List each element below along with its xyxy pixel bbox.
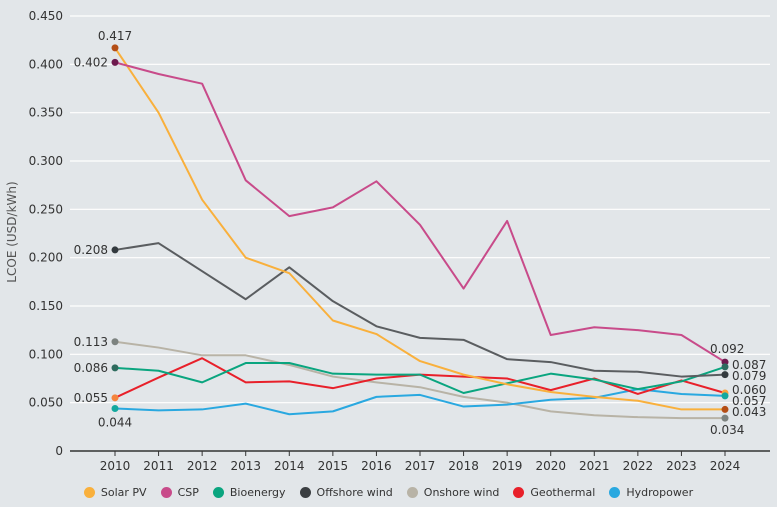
legend-dot-icon xyxy=(609,487,621,498)
x-tick-label: 2018 xyxy=(448,459,479,473)
series-line-solar-pv xyxy=(114,47,725,411)
start-label-hydropower: 0.044 xyxy=(98,415,132,429)
end-point-hydropower xyxy=(721,392,729,400)
x-tick-label: 2016 xyxy=(361,459,392,473)
x-tick-label: 2020 xyxy=(535,459,566,473)
y-tick-label: 0.050 xyxy=(29,396,63,410)
y-tick-label: 0.200 xyxy=(29,251,63,265)
legend-dot-icon xyxy=(299,487,311,498)
start-point-csp xyxy=(111,58,119,66)
x-tick-label: 2012 xyxy=(187,459,218,473)
legend-label: Geothermal xyxy=(530,486,596,499)
x-tick-label: 2024 xyxy=(710,459,741,473)
lcoe-line-chart: 0 0.050 0.100 0.150 0.200 0.250 0.300 0.350 0.40… xyxy=(5,9,770,473)
series-line-geothermal xyxy=(114,357,726,399)
x-tick-label: 2010 xyxy=(100,459,131,473)
legend-label: CSP xyxy=(177,486,199,499)
end-label-solar-pv: 0.043 xyxy=(732,405,766,419)
y-tick-label: 0.450 xyxy=(29,9,63,23)
x-tick-label: 2013 xyxy=(230,459,261,473)
start-point-offshore-wind xyxy=(111,246,119,254)
legend-dot-icon xyxy=(212,487,224,498)
start-label-onshore-wind: 0.113 xyxy=(74,335,108,349)
y-tick-label: 0.250 xyxy=(29,202,63,216)
x-tick-label: 2021 xyxy=(579,459,610,473)
start-label-csp: 0.402 xyxy=(74,55,108,69)
legend: Solar PV CSP Bioenergy Offshore wind Ons… xyxy=(0,486,777,499)
start-label-geothermal: 0.055 xyxy=(74,391,108,405)
legend-item-onshore-wind[interactable]: Onshore wind xyxy=(406,486,500,499)
legend-dot-icon xyxy=(83,487,95,498)
legend-dot-icon xyxy=(406,487,418,498)
legend-label: Hydropower xyxy=(626,486,694,499)
y-tick-label: 0.300 xyxy=(29,154,63,168)
x-tick-label: 2023 xyxy=(666,459,697,473)
series-lines xyxy=(111,44,729,422)
end-point-solar-pv xyxy=(721,405,729,413)
legend-label: Solar PV xyxy=(100,486,147,499)
x-tick-label: 2019 xyxy=(492,459,523,473)
x-tick-label: 2014 xyxy=(274,459,305,473)
end-label-offshore-wind: 0.079 xyxy=(732,369,766,383)
start-point-bioenergy xyxy=(111,364,119,372)
legend-item-offshore-wind[interactable]: Offshore wind xyxy=(299,486,393,499)
start-point-solar-pv xyxy=(111,44,119,52)
x-tick-label: 2017 xyxy=(405,459,436,473)
series-line-offshore-wind xyxy=(114,242,726,378)
end-point-csp xyxy=(721,358,729,366)
legend-dot-icon xyxy=(513,487,525,498)
end-label-bioenergy: 0.087 xyxy=(732,358,766,372)
legend-item-geothermal[interactable]: Geothermal xyxy=(513,486,595,499)
x-tick-label: 2015 xyxy=(318,459,349,473)
legend-label: Offshore wind xyxy=(316,486,393,499)
y-tick-label: 0.150 xyxy=(29,299,63,313)
series-line-hydropower xyxy=(114,388,726,416)
x-tick-label: 2022 xyxy=(623,459,654,473)
y-tick-label: 0.350 xyxy=(29,106,63,120)
start-point-geothermal xyxy=(111,394,119,402)
grid-lines xyxy=(70,15,770,404)
start-point-onshore-wind xyxy=(111,338,119,346)
start-label-bioenergy: 0.086 xyxy=(74,361,108,375)
start-label-solar-pv: 0.417 xyxy=(98,29,132,43)
legend-label: Bioenergy xyxy=(229,486,286,499)
end-label-csp: 0.092 xyxy=(710,342,744,356)
end-point-onshore-wind xyxy=(721,414,729,422)
y-axis-ticks: 0 0.050 0.100 0.150 0.200 0.250 0.300 0.350 0.40… xyxy=(29,9,63,458)
y-tick-label: 0 xyxy=(55,444,63,458)
series-line-onshore-wind xyxy=(114,340,725,420)
y-tick-label: 0.400 xyxy=(29,57,63,71)
x-tick-label: 2011 xyxy=(143,459,174,473)
data-labels: 0.417 0.402 0.086 0.208 0.113 0.055 0.044 0.043… xyxy=(74,29,767,437)
legend-item-bioenergy[interactable]: Bioenergy xyxy=(212,486,286,499)
end-label-onshore-wind: 0.034 xyxy=(710,423,744,437)
legend-item-csp[interactable]: CSP xyxy=(160,486,199,499)
y-axis-label: LCOE (USD/kWh) xyxy=(5,181,19,282)
start-label-offshore-wind: 0.208 xyxy=(74,243,108,257)
start-point-hydropower xyxy=(111,404,119,412)
y-tick-label: 0.100 xyxy=(29,347,63,361)
series-line-csp xyxy=(114,61,726,363)
end-label-geothermal: 0.060 xyxy=(732,383,766,397)
series-line-bioenergy xyxy=(114,362,726,394)
end-point-offshore-wind xyxy=(721,371,729,379)
legend-item-hydropower[interactable]: Hydropower xyxy=(609,486,693,499)
legend-label: Onshore wind xyxy=(423,486,500,499)
end-label-hydropower: 0.057 xyxy=(732,394,766,408)
x-axis: 2010 2011 2012 2013 2014 2015 2016 2017 2018 2019… xyxy=(70,450,770,473)
end-point-bioenergy xyxy=(721,363,729,371)
legend-dot-icon xyxy=(160,487,172,498)
legend-item-solar-pv[interactable]: Solar PV xyxy=(83,486,147,499)
